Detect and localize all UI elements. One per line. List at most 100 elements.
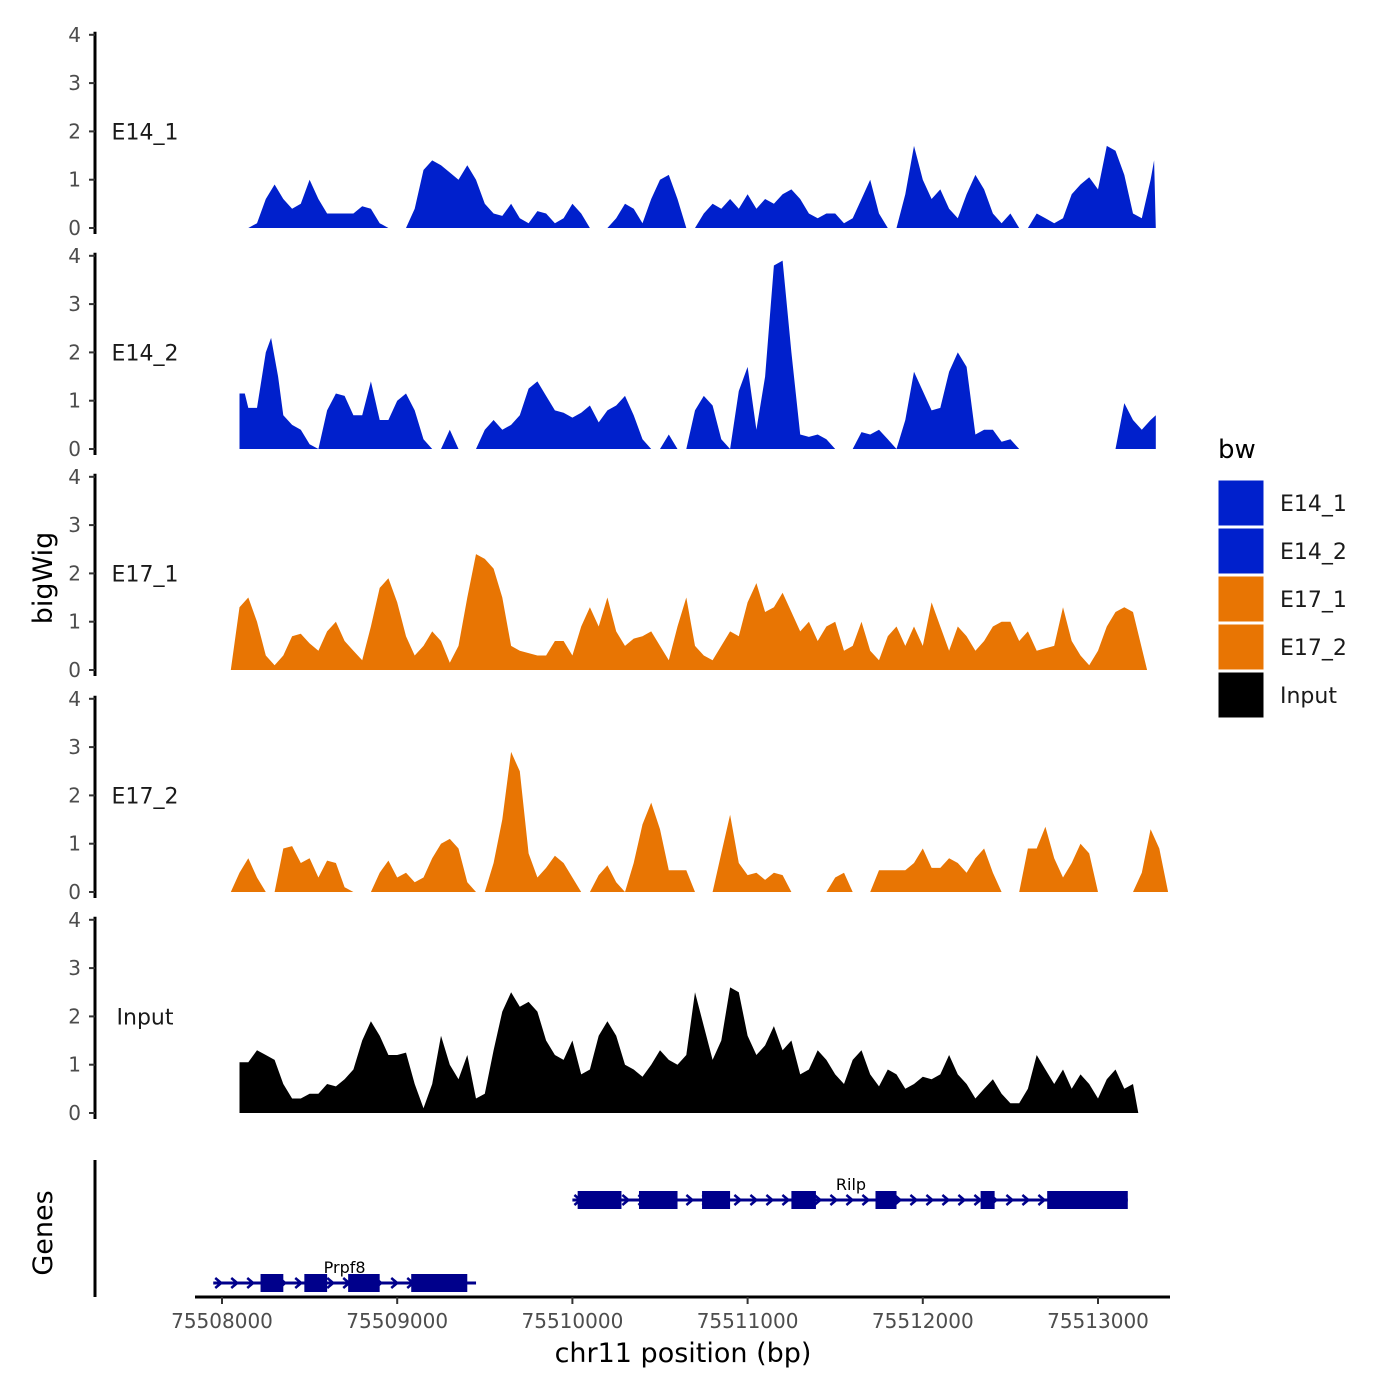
strand-chevron [1037, 1194, 1047, 1206]
y-tick-label: 4 [68, 908, 81, 932]
track-label-Input: Input [117, 1005, 174, 1030]
legend-swatch [1217, 623, 1265, 671]
y-tick-label: 1 [68, 389, 81, 413]
legend-label: E14_2 [1280, 540, 1347, 565]
y-tick-label: 0 [68, 658, 81, 682]
y-tick-label: 1 [68, 832, 81, 856]
x-tick-label: 75512000 [872, 1309, 974, 1333]
strand-chevron [294, 1277, 304, 1289]
strand-chevron [390, 1277, 400, 1289]
strand-chevron [685, 1194, 695, 1206]
strand-chevron [1005, 1194, 1015, 1206]
legend-swatch [1217, 671, 1265, 719]
legend-item-E14_1: E14_1 [1217, 479, 1347, 527]
x-tick-label: 75510000 [522, 1309, 624, 1333]
coverage-area-E17_1 [230, 554, 1148, 670]
x-tick-label: 75513000 [1047, 1309, 1149, 1333]
strand-chevron [957, 1194, 967, 1206]
exon [980, 1191, 995, 1209]
strand-chevron [861, 1194, 871, 1206]
legend-swatch [1217, 575, 1265, 623]
y-tick-label: 0 [68, 216, 81, 240]
strand-chevron [1021, 1194, 1031, 1206]
exon [348, 1274, 380, 1292]
y-tick-label: 1 [68, 610, 81, 634]
exon [304, 1274, 328, 1292]
legend-swatch [1217, 479, 1265, 527]
coverage-area-Input [239, 987, 1139, 1113]
strand-chevron [813, 1194, 823, 1206]
y-tick-label: 1 [68, 1053, 81, 1077]
exon [411, 1274, 468, 1292]
exon [577, 1191, 622, 1209]
y-tick-label: 2 [68, 340, 81, 364]
y-tick-label: 2 [68, 783, 81, 807]
track-label-E14_2: E14_2 [112, 341, 179, 366]
strand-chevron [749, 1194, 759, 1206]
exon [875, 1191, 897, 1209]
x-axis: 75508000 75509000 75510000 75511000 75512000… [171, 1295, 1170, 1333]
strand-chevron [214, 1277, 224, 1289]
strand-chevron [621, 1194, 631, 1206]
strand-chevron [845, 1194, 855, 1206]
legend-item-Input: Input [1217, 671, 1337, 719]
y-tick-label: 1 [68, 168, 81, 192]
y-tick-label: 2 [68, 561, 81, 585]
strand-chevron [925, 1194, 935, 1206]
track-E17_2: 0 1 2 3 4 E17_2 [68, 687, 1169, 904]
coverage-area-E14_1 [248, 145, 1156, 228]
exon [660, 1191, 678, 1209]
y-tick-label: 2 [68, 119, 81, 143]
y-tick-label: 3 [68, 513, 81, 537]
strand-chevron [765, 1194, 775, 1206]
track-label-E17_2: E17_2 [112, 784, 179, 809]
genes-panel: Rilp Prpf8 [93, 1160, 1128, 1297]
strand-chevron [941, 1194, 951, 1206]
y-tick-label: 0 [68, 437, 81, 461]
y-tick-label: 0 [68, 1101, 81, 1125]
x-tick-label: 75509000 [346, 1309, 448, 1333]
legend: bw E14_1 E14_2 E17_1 E17_2 Input [1217, 435, 1347, 719]
tracks-panel: 0 1 2 3 4 E14_1 0 1 2 3 4 E14_2 0 1 2 3 4 E17_1 0 1 2 3 4 E17_2… [68, 23, 1169, 1125]
track-E14_1: 0 1 2 3 4 E14_1 [68, 23, 1156, 240]
gene-Rilp: Rilp [572, 1175, 1128, 1209]
legend-label: E17_2 [1280, 636, 1347, 661]
legend-item-E14_2: E14_2 [1217, 527, 1347, 575]
legend-title: bw [1218, 435, 1256, 465]
x-tick-label: 75511000 [697, 1309, 799, 1333]
exon [260, 1274, 284, 1292]
track-label-E17_1: E17_1 [112, 562, 179, 587]
gene-Prpf8: Prpf8 [213, 1258, 477, 1292]
coverage-area-E17_2 [230, 751, 1169, 892]
legend-item-E17_2: E17_2 [1217, 623, 1347, 671]
strand-chevron [326, 1277, 336, 1289]
exon [702, 1191, 731, 1209]
x-tick-label: 75508000 [171, 1309, 273, 1333]
strand-chevron [246, 1277, 256, 1289]
y-axis-title: bigWig [28, 532, 59, 625]
y-tick-label: 4 [68, 687, 81, 711]
coverage-area-E14_2 [239, 260, 1156, 449]
genes-axis-title: Genes [28, 1190, 59, 1275]
legend-label: E17_1 [1280, 588, 1347, 613]
y-tick-label: 3 [68, 735, 81, 759]
x-axis-title: chr11 position (bp) [555, 1338, 812, 1369]
legend-label: E14_1 [1280, 492, 1347, 517]
y-tick-label: 3 [68, 71, 81, 95]
gene-label: Prpf8 [324, 1258, 366, 1277]
gene-label: Rilp [836, 1175, 866, 1194]
exon [638, 1191, 660, 1209]
exon [791, 1191, 816, 1209]
legend-item-E17_1: E17_1 [1217, 575, 1347, 623]
track-label-E14_1: E14_1 [112, 120, 179, 145]
strand-chevron [973, 1194, 983, 1206]
y-tick-label: 0 [68, 880, 81, 904]
y-tick-label: 4 [68, 244, 81, 268]
strand-chevron [909, 1194, 919, 1206]
y-tick-label: 4 [68, 23, 81, 47]
track-Input: 0 1 2 3 4 Input [68, 908, 1139, 1125]
y-tick-label: 3 [68, 292, 81, 316]
y-tick-label: 4 [68, 465, 81, 489]
strand-chevron [230, 1277, 240, 1289]
